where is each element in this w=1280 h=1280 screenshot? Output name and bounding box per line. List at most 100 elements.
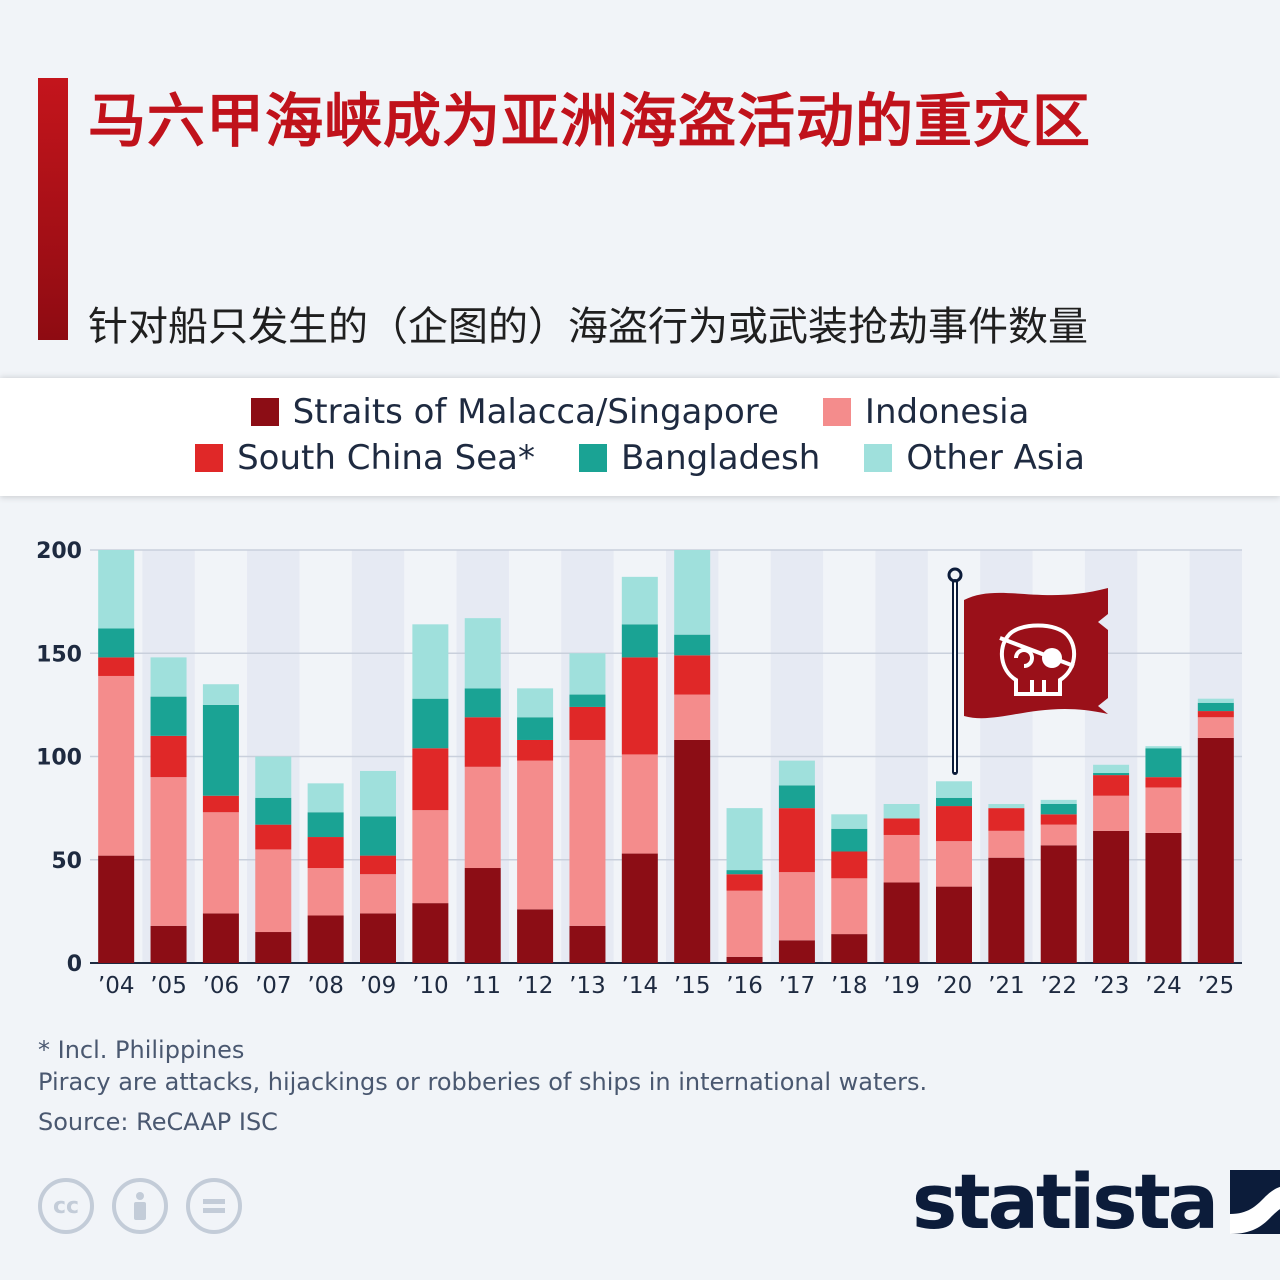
bar-segment — [464, 717, 501, 767]
x-tick-label: ’25 — [1198, 973, 1235, 999]
legend-item-south-china-sea: South China Sea* — [195, 438, 535, 478]
bar-segment — [464, 868, 501, 963]
bar-segment — [98, 675, 135, 856]
bar-segment — [150, 777, 187, 926]
stacked-bar-chart: 0 50 100 150 200 ’04 ’05 ’06 ’07 ’08 ’09 ’10 ’11 ’12… — [36, 539, 1242, 999]
bar-segment — [1093, 773, 1130, 776]
bar-segment — [936, 781, 972, 798]
bar-segment — [150, 925, 187, 963]
footnote-philippines: * Incl. Philippines — [38, 1036, 245, 1064]
bar-segment — [255, 797, 292, 825]
legend-item-other-asia: Other Asia — [864, 438, 1085, 478]
bar-segment — [412, 810, 449, 904]
bar-segment — [255, 824, 292, 850]
brand-name: statista — [912, 1157, 1219, 1246]
legend-label-indonesia: Indonesia — [864, 392, 1030, 432]
bar-segment — [621, 657, 658, 755]
bar-segment — [1040, 845, 1077, 963]
bar-segment — [1145, 777, 1182, 788]
footnote-definition: Piracy are attacks, hijackings or robber… — [38, 1068, 928, 1096]
bar-segment — [202, 795, 239, 813]
legend-swatch-other-asia — [864, 444, 893, 472]
bar-segment — [988, 808, 1025, 831]
bar-segment — [883, 818, 920, 835]
x-tick-label: ’20 — [936, 973, 973, 999]
bar-segment — [1040, 799, 1077, 804]
legend-label-south-china-sea: South China Sea* — [237, 438, 535, 478]
legend-swatch-malacca — [250, 398, 279, 426]
bar-segment — [1093, 764, 1130, 774]
bar-segment — [1093, 775, 1130, 796]
legend-item-bangladesh: Bangladesh — [578, 438, 821, 478]
bar-segment — [778, 940, 815, 963]
creative-commons-icon[interactable]: cc — [38, 1178, 94, 1234]
x-tick-label: ’05 — [150, 973, 187, 999]
bar-segment — [412, 698, 449, 749]
bar-segment — [1145, 746, 1182, 749]
bar-segment — [569, 694, 606, 707]
x-tick-label: ’11 — [464, 973, 501, 999]
bar-segment — [936, 886, 972, 963]
bar-segment — [202, 704, 239, 796]
statista-logo[interactable]: statista — [912, 1164, 1280, 1240]
bar-segment — [726, 870, 763, 875]
bar-segment — [360, 855, 396, 875]
bar-segment — [831, 934, 868, 963]
bar-segment — [883, 803, 920, 819]
bar-segment — [255, 849, 292, 933]
bar-segment — [307, 868, 344, 916]
x-tick-label: ’06 — [203, 973, 240, 999]
bar-segment — [517, 688, 554, 718]
x-tick-label: ’21 — [988, 973, 1025, 999]
bar-segment — [360, 913, 396, 963]
y-tick-label: 200 — [36, 539, 82, 564]
bar-segment — [1040, 814, 1077, 825]
x-tick-label: ’09 — [360, 973, 397, 999]
legend-item-indonesia: Indonesia — [822, 392, 1030, 432]
x-tick-label: ’04 — [98, 973, 135, 999]
bar-segment — [307, 783, 344, 813]
bar-segment — [98, 657, 135, 676]
bar-segment — [831, 814, 868, 829]
bar-segment — [883, 882, 920, 963]
x-tick-label: ’23 — [1093, 973, 1130, 999]
bar-segment — [1040, 824, 1077, 846]
x-tick-label: ’17 — [779, 973, 816, 999]
x-tick-label: ’19 — [883, 973, 920, 999]
bar-segment — [517, 909, 554, 963]
bar-segment — [360, 816, 396, 856]
chart-subtitle: 针对船只发生的（企图的）海盗行为或武装抢劫事件数量 — [88, 304, 1088, 350]
statista-logo-icon — [1230, 1170, 1280, 1234]
legend-panel — [0, 378, 1280, 496]
legend-row-2: South China Sea* Bangladesh Other Asia — [0, 438, 1280, 478]
x-tick-label: ’07 — [255, 973, 292, 999]
bar-segment — [778, 785, 815, 809]
bar-segment — [569, 706, 606, 740]
bar-segment — [936, 806, 972, 842]
bar-segment — [517, 739, 554, 761]
chart-title: 马六甲海峡成为亚洲海盗活动的重灾区 — [88, 87, 1092, 155]
bar-segment — [307, 837, 344, 869]
bar-segment — [412, 748, 449, 811]
attribution-icon[interactable] — [112, 1178, 168, 1234]
bar-segment — [726, 808, 763, 871]
bar-segment — [150, 735, 187, 778]
bar-segment — [464, 688, 501, 718]
bar-segment — [936, 797, 972, 807]
bar-segment — [621, 853, 658, 963]
bar-segment — [360, 874, 396, 914]
legend-item-malacca: Straits of Malacca/Singapore — [250, 392, 779, 432]
bar-segment — [307, 915, 344, 963]
bar-segment — [621, 576, 658, 625]
bar-segment — [412, 903, 449, 963]
bar-segment — [360, 770, 396, 817]
bar-segment — [150, 657, 187, 697]
legend-label-bangladesh: Bangladesh — [620, 438, 821, 478]
legend-label-other-asia: Other Asia — [906, 438, 1085, 478]
x-tick-label: ’15 — [674, 973, 711, 999]
no-derivatives-icon[interactable] — [186, 1178, 242, 1234]
bar-segment — [1040, 803, 1077, 815]
x-tick-label: ’10 — [412, 973, 449, 999]
bar-segment — [778, 760, 815, 786]
bar-segment — [988, 857, 1025, 963]
